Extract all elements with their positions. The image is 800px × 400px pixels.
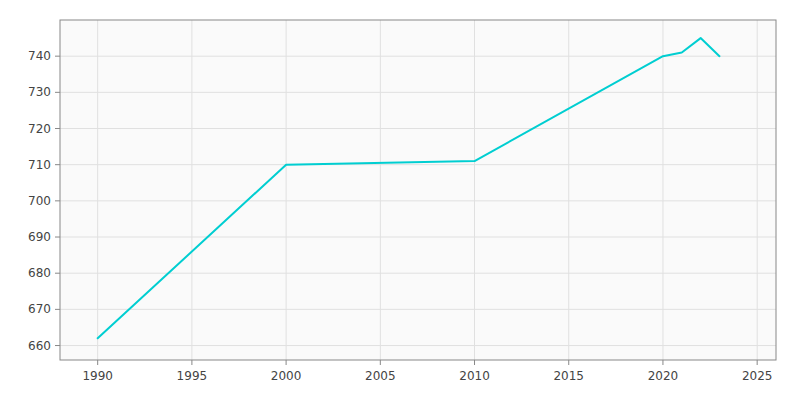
x-tick-label: 2000	[271, 369, 302, 383]
x-tick-label: 2025	[742, 369, 773, 383]
x-tick-label: 2005	[365, 369, 396, 383]
y-tick-label: 710	[28, 158, 51, 172]
y-tick-mark	[55, 309, 60, 310]
y-tick-label: 730	[28, 85, 51, 99]
x-tick-mark	[662, 360, 663, 365]
y-grid-line	[60, 309, 776, 310]
y-tick-label: 680	[28, 266, 51, 280]
plot-area	[60, 20, 776, 360]
data-line	[98, 38, 720, 338]
y-tick-mark	[55, 273, 60, 274]
marks	[98, 38, 720, 338]
y-grid-line	[60, 164, 776, 165]
y-tick-mark	[55, 237, 60, 238]
y-tick-label: 720	[28, 122, 51, 136]
y-tick-label: 670	[28, 302, 51, 316]
y-tick-mark	[55, 128, 60, 129]
y-tick-label: 660	[28, 339, 51, 353]
chart-svg: 1990 1995 2000 2005 2010 2015 2020 2025 660 670 68…	[0, 0, 800, 400]
chart-container: 1990 1995 2000 2005 2010 2015 2020 2025 660 670 68…	[0, 0, 800, 400]
y-tick-mark	[55, 164, 60, 165]
x-tick-mark	[191, 360, 192, 365]
y-tick-mark	[55, 200, 60, 201]
x-tick-label: 2015	[553, 369, 584, 383]
y-grid-line	[60, 345, 776, 346]
x-tick-mark	[286, 360, 287, 365]
x-tick-mark	[380, 360, 381, 365]
plot-frame	[60, 20, 776, 360]
x-tick-label: 2010	[459, 369, 490, 383]
x-tick-mark	[568, 360, 569, 365]
x-tick-mark	[757, 360, 758, 365]
x-tick-mark	[474, 360, 475, 365]
x-tick-mark	[97, 360, 98, 365]
y-tick-mark	[55, 345, 60, 346]
y-grid-line	[60, 237, 776, 238]
y-grid-line	[60, 92, 776, 93]
y-tick-label: 740	[28, 49, 51, 63]
y-tick-label: 690	[28, 230, 51, 244]
tick-labels: 1990 1995 2000 2005 2010 2015 2020 2025 660 670 68…	[28, 49, 772, 383]
y-grid-line	[60, 128, 776, 129]
y-tick-mark	[55, 56, 60, 57]
y-grid-line	[60, 200, 776, 201]
grid	[55, 20, 776, 365]
x-tick-label: 1990	[82, 369, 113, 383]
y-tick-label: 700	[28, 194, 51, 208]
x-tick-label: 2020	[648, 369, 679, 383]
x-tick-label: 1995	[177, 369, 208, 383]
y-tick-mark	[55, 92, 60, 93]
